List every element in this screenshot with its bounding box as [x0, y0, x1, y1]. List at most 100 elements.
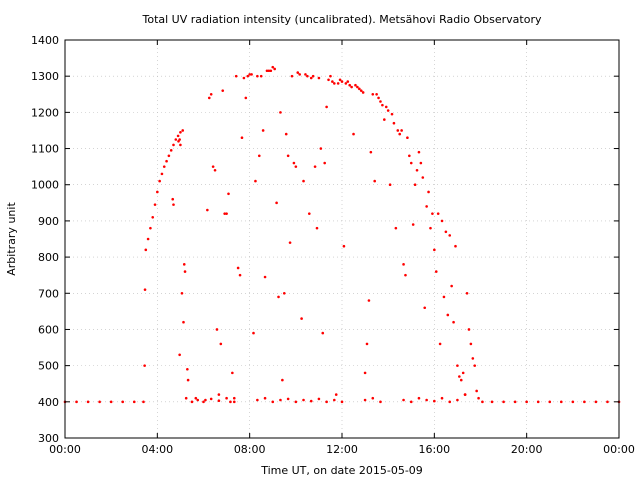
data-point: [459, 378, 463, 382]
data-point: [548, 400, 552, 404]
data-point: [204, 398, 207, 402]
y-tick-label: 900: [38, 215, 59, 228]
data-point: [559, 400, 563, 404]
data-point: [207, 96, 211, 100]
data-point: [292, 161, 296, 165]
data-point: [350, 85, 353, 89]
data-point: [221, 89, 225, 92]
y-tick-label: 1100: [31, 143, 59, 156]
data-point: [196, 398, 200, 402]
data-point: [348, 83, 351, 87]
data-point: [388, 183, 392, 187]
y-tick-label: 800: [38, 251, 59, 264]
data-point: [404, 273, 407, 277]
data-point: [361, 91, 365, 94]
data-point: [409, 161, 413, 165]
data-point: [431, 212, 434, 215]
data-point: [179, 130, 182, 134]
x-tick-label: 16:00: [418, 443, 450, 456]
data-point: [411, 223, 415, 226]
data-point: [109, 400, 113, 404]
data-point: [354, 83, 357, 87]
data-point: [231, 371, 234, 375]
y-tick-label: 1300: [31, 70, 59, 83]
data-point: [178, 353, 181, 357]
data-point: [232, 396, 236, 400]
data-point: [306, 74, 309, 78]
data-point: [286, 397, 290, 401]
data-point: [180, 291, 184, 295]
data-point: [256, 74, 259, 78]
data-point: [284, 132, 288, 136]
data-point: [594, 400, 598, 404]
data-point: [254, 179, 257, 183]
x-tick-label: 00:00: [49, 443, 81, 456]
data-point: [513, 400, 517, 404]
data-point: [132, 400, 136, 404]
data-point: [186, 378, 190, 382]
data-point: [282, 291, 286, 295]
axis-ticks: 00:00 04:00 08:00 12:00 16:00 20:00 00:0030040…: [31, 34, 635, 456]
data-point: [381, 103, 384, 107]
data-point: [151, 215, 155, 219]
data-point: [396, 129, 400, 132]
data-point: [311, 74, 315, 78]
data-point: [143, 288, 147, 291]
data-point: [481, 400, 484, 404]
data-point: [225, 212, 228, 215]
data-point: [160, 172, 164, 176]
data-point: [346, 80, 350, 83]
data-point: [490, 400, 494, 404]
y-axis-label: Arbitrary unit: [5, 202, 18, 276]
data-point: [536, 400, 540, 404]
data-point: [279, 398, 282, 402]
data-point: [229, 400, 232, 404]
y-tick-label: 500: [38, 360, 59, 373]
data-point: [461, 371, 465, 375]
data-point: [456, 398, 459, 402]
data-point: [277, 295, 280, 299]
data-point: [606, 400, 609, 404]
data-point: [162, 165, 166, 168]
data-point: [242, 76, 246, 80]
data-point: [294, 165, 298, 168]
data-point: [383, 118, 386, 121]
data-point: [358, 87, 361, 91]
data-point: [171, 197, 175, 201]
data-point: [384, 105, 388, 109]
data-point: [450, 284, 453, 288]
data-point: [250, 73, 253, 76]
y-tick-label: 700: [38, 287, 59, 300]
data-point: [294, 400, 298, 404]
data-point: [323, 161, 326, 165]
data-point: [304, 73, 307, 76]
data-point: [281, 378, 284, 382]
data-point: [184, 396, 188, 400]
data-point: [525, 400, 528, 404]
data-point: [215, 328, 219, 331]
data-point: [444, 230, 448, 234]
data-point: [408, 154, 411, 158]
data-point: [206, 208, 209, 212]
data-point: [379, 100, 382, 103]
data-point: [246, 74, 250, 78]
data-point: [363, 371, 367, 375]
data-point: [436, 212, 440, 215]
y-tick-label: 1200: [31, 106, 59, 119]
x-tick-label: 00:00: [603, 443, 635, 456]
data-point: [386, 109, 390, 112]
data-point: [217, 393, 221, 396]
data-point: [302, 179, 305, 183]
data-point: [419, 161, 423, 165]
data-point: [425, 398, 428, 402]
data-point: [296, 71, 300, 74]
x-tick-label: 20:00: [511, 443, 543, 456]
data-point: [375, 92, 378, 96]
data-point: [144, 248, 148, 252]
data-point: [402, 263, 405, 266]
data-point: [502, 400, 505, 404]
data-point: [271, 65, 275, 69]
data-point: [438, 342, 442, 346]
data-point: [263, 275, 267, 279]
